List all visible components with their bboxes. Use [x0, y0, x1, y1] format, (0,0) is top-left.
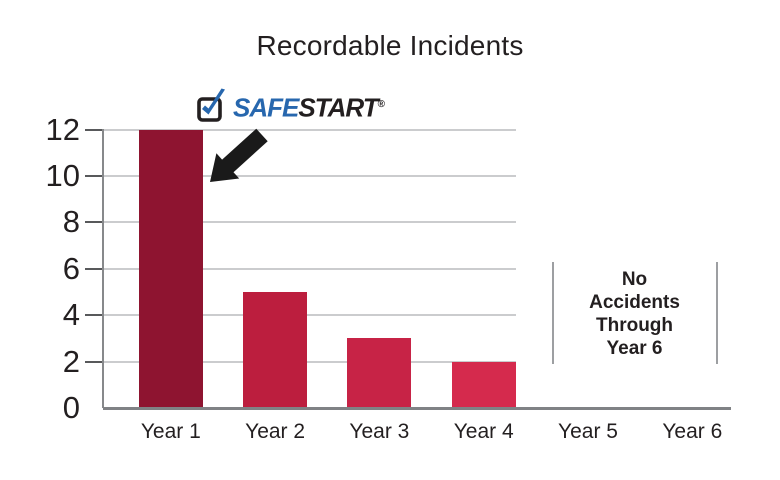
chart-title: Recordable Incidents — [256, 30, 524, 61]
x-axis-label-year-1: Year 1 — [140, 420, 201, 443]
logo-wordmark: SAFESTART® — [233, 92, 385, 123]
y-axis-label-2: 2 — [62, 343, 80, 379]
gridline-y8 — [104, 221, 516, 224]
x-axis-line — [103, 407, 731, 410]
y-tick-2 — [85, 360, 103, 363]
annotation-line: No — [621, 269, 648, 290]
gridline-y4 — [104, 314, 516, 317]
y-axis-label-8: 8 — [62, 204, 80, 240]
bar-year-3 — [347, 338, 412, 407]
x-axis-label-year-6: Year 6 — [662, 420, 723, 443]
y-tick-12 — [85, 128, 103, 131]
gridline-y10 — [104, 175, 516, 177]
bar-year-2 — [243, 292, 308, 407]
bar-year-1 — [138, 129, 203, 407]
y-tick-4 — [85, 314, 103, 317]
y-axis-label-6: 6 — [62, 250, 80, 286]
y-axis-label-12: 12 — [45, 111, 80, 147]
y-tick-6 — [85, 267, 103, 270]
bar-year-4 — [451, 361, 516, 407]
y-axis-label-0: 0 — [62, 390, 80, 425]
y-tick-8 — [85, 221, 103, 224]
gridline-y12 — [104, 128, 516, 131]
callout-left-rule — [552, 262, 554, 364]
x-axis-label-year-3: Year 3 — [349, 420, 410, 443]
x-axis-label-year-4: Year 4 — [453, 420, 514, 443]
annotation-line: Accidents — [589, 292, 680, 313]
annotation-line: Year 6 — [606, 338, 663, 359]
callout-right-rule — [716, 262, 718, 364]
safestart-logo: SAFESTART® — [195, 85, 385, 123]
arrow-icon — [210, 128, 268, 182]
annotation-line: Through — [595, 315, 674, 336]
x-axis-label-year-2: Year 2 — [245, 420, 306, 443]
y-axis-label-4: 4 — [62, 297, 80, 333]
logo-registered-mark: ® — [377, 99, 385, 111]
gridline-y6 — [104, 267, 516, 270]
y-axis-label-10: 10 — [45, 158, 80, 193]
checkbox-check-icon — [197, 88, 225, 122]
x-axis-label-year-5: Year 5 — [558, 420, 618, 443]
y-tick-10 — [85, 175, 103, 177]
y-axis-line — [102, 129, 104, 408]
no-accidents-annotation: No Accidents Through Year 6 — [556, 268, 713, 360]
logo-safe-text: SAFE — [233, 93, 299, 123]
gridline-y2 — [104, 360, 516, 363]
logo-start-text: START — [298, 93, 378, 123]
